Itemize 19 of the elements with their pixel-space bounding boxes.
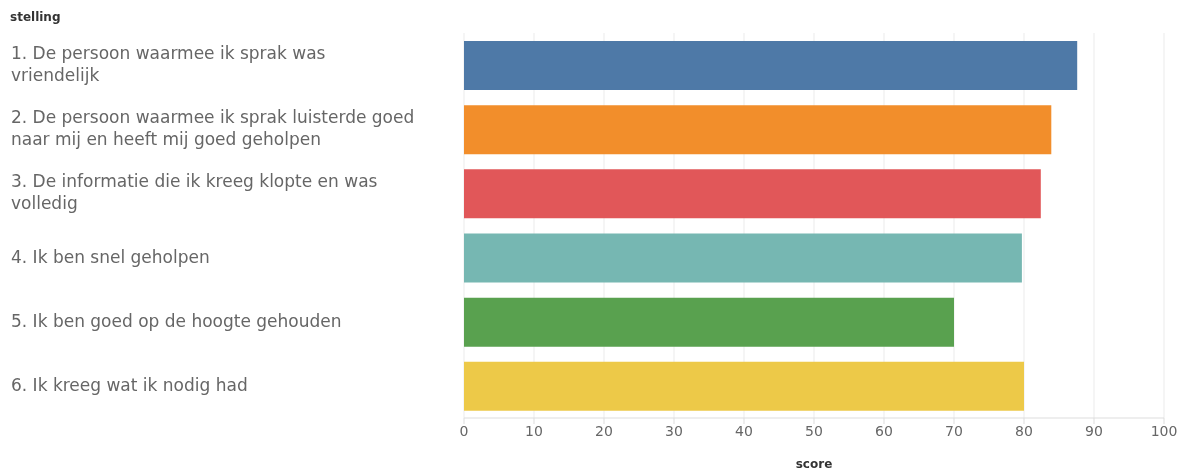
x-axis-title: score — [795, 457, 833, 471]
y-tick-label: 5. Ik ben goed op de hoogte gehouden — [11, 310, 342, 331]
x-tick-label: 60 — [875, 422, 893, 439]
x-tick-label: 90 — [1085, 422, 1103, 439]
x-tick-label: 40 — [735, 422, 753, 439]
x-tick-label: 100 — [1150, 422, 1178, 439]
x-tick-label: 80 — [1015, 422, 1033, 439]
y-tick-label: 3. De informatie die ik kreeg klopte en was volledig — [11, 171, 378, 214]
y-tick-label: 1. De persoon waarmee ik sprak was vriendelijk — [11, 43, 326, 86]
x-tick-label: 0 — [459, 422, 469, 439]
x-tick-label: 20 — [595, 422, 613, 439]
x-tick-label: 70 — [945, 422, 963, 439]
x-tick-label: 10 — [525, 422, 543, 439]
x-tick-label: 50 — [805, 422, 823, 439]
x-tick-label: 30 — [665, 422, 683, 439]
y-tick-label: 6. Ik kreeg wat ik nodig had — [11, 374, 248, 395]
y-tick-label: 2. De persoon waarmee ik sprak luisterde goed naar mij en heeft mij goed geholpen — [11, 107, 415, 150]
y-axis-title: stelling — [10, 10, 61, 24]
y-tick-label: 4. Ik ben snel geholpen — [11, 246, 210, 267]
